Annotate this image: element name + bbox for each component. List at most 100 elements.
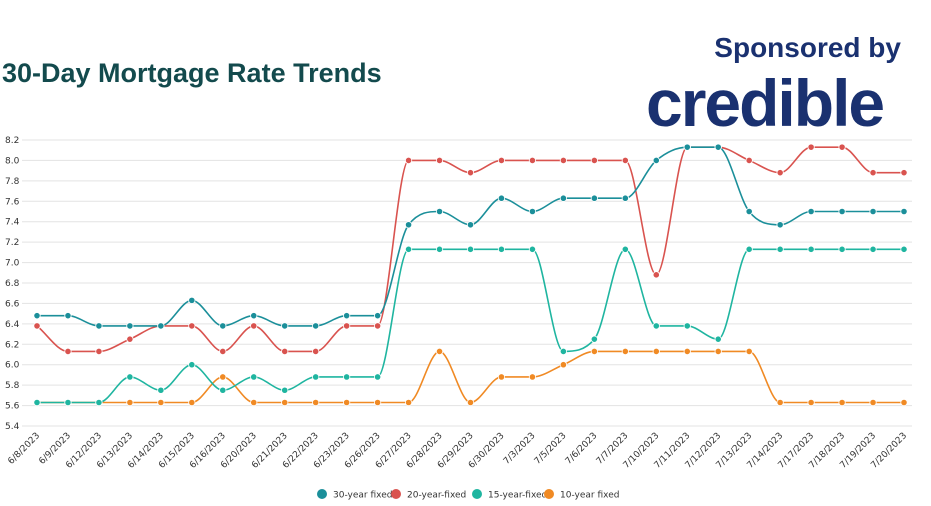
- data-point-20-year-fixed: [869, 169, 877, 177]
- data-point-15-year-fixed: [250, 373, 258, 381]
- data-point-30-year-fixed: [683, 143, 691, 151]
- data-point-30-year-fixed: [95, 322, 103, 330]
- y-tick-label: 7.6: [5, 197, 20, 207]
- data-point-10-year-fixed: [714, 347, 722, 356]
- data-point-20-year-fixed: [621, 156, 629, 165]
- data-point-15-year-fixed: [188, 361, 196, 369]
- data-point-30-year-fixed: [404, 221, 413, 229]
- data-point-10-year-fixed: [435, 347, 444, 356]
- data-point-15-year-fixed: [683, 322, 691, 330]
- data-point-20-year-fixed: [807, 143, 815, 151]
- data-point-15-year-fixed: [435, 245, 444, 253]
- data-point-10-year-fixed: [745, 347, 753, 356]
- legend-marker-10-year-fixed: [544, 489, 554, 499]
- legend: 30-year fixed 20-year-fixed 15-year-fixed 1…: [317, 489, 619, 501]
- data-point-30-year-fixed: [869, 207, 877, 216]
- data-point-10-year-fixed: [219, 373, 227, 381]
- data-point-15-year-fixed: [157, 386, 165, 394]
- data-point-10-year-fixed: [497, 373, 506, 381]
- x-tick-label: 7/3/2023: [502, 431, 538, 467]
- data-point-30-year-fixed: [219, 322, 227, 330]
- data-point-15-year-fixed: [745, 245, 753, 253]
- legend-marker-30-year-fixed: [317, 489, 327, 499]
- data-point-10-year-fixed: [621, 347, 629, 356]
- data-point-15-year-fixed: [559, 347, 567, 356]
- data-point-20-year-fixed: [281, 347, 289, 356]
- data-point-15-year-fixed: [312, 373, 320, 381]
- y-tick-label: 6.4: [5, 320, 20, 330]
- data-point-15-year-fixed: [281, 386, 289, 394]
- sponsor-label: Sponsored by: [714, 32, 901, 63]
- data-point-30-year-fixed: [250, 312, 258, 320]
- data-point-10-year-fixed: [528, 373, 537, 381]
- data-point-15-year-fixed: [374, 373, 382, 381]
- data-point-10-year-fixed: [374, 398, 382, 407]
- y-tick-label: 8.0: [5, 156, 20, 166]
- data-point-30-year-fixed: [126, 322, 134, 330]
- data-point-15-year-fixed: [64, 398, 72, 407]
- data-point-15-year-fixed: [343, 373, 351, 381]
- y-tick-label: 6.8: [5, 279, 20, 289]
- data-point-15-year-fixed: [869, 245, 877, 253]
- data-point-20-year-fixed: [219, 347, 227, 356]
- legend-label-20-year-fixed: 20-year-fixed: [407, 491, 466, 501]
- data-point-30-year-fixed: [559, 194, 567, 202]
- data-point-15-year-fixed: [776, 245, 784, 253]
- data-point-15-year-fixed: [219, 386, 227, 394]
- data-point-10-year-fixed: [404, 398, 413, 407]
- data-point-30-year-fixed: [621, 194, 629, 202]
- data-point-15-year-fixed: [652, 322, 660, 330]
- data-point-30-year-fixed: [435, 207, 444, 216]
- data-point-15-year-fixed: [95, 398, 103, 407]
- data-point-10-year-fixed: [683, 347, 691, 356]
- data-point-30-year-fixed: [590, 194, 598, 202]
- x-tick-label: 7/5/2023: [533, 431, 569, 467]
- data-point-10-year-fixed: [250, 398, 258, 407]
- y-axis-ticks: 5.4 5.6 5.8 6.0 6.2 6.4 6.6 6.8 7.0 7.2 7.4 7.6 7.8 8…: [5, 136, 20, 432]
- legend-marker-15-year-fixed: [472, 489, 482, 499]
- data-point-15-year-fixed: [33, 398, 41, 407]
- y-tick-label: 6.0: [5, 361, 20, 371]
- data-point-30-year-fixed: [714, 143, 722, 151]
- data-point-10-year-fixed: [776, 398, 784, 407]
- data-point-30-year-fixed: [497, 194, 506, 202]
- data-point-20-year-fixed: [900, 169, 908, 177]
- data-point-20-year-fixed: [95, 347, 103, 356]
- gridlines: [22, 139, 912, 427]
- y-tick-label: 7.2: [5, 238, 19, 248]
- data-point-10-year-fixed: [900, 398, 908, 407]
- y-tick-label: 8.2: [5, 136, 19, 146]
- data-point-20-year-fixed: [126, 335, 134, 343]
- data-point-20-year-fixed: [435, 156, 444, 165]
- y-tick-label: 5.8: [5, 381, 20, 391]
- data-point-30-year-fixed: [281, 322, 289, 330]
- legend-label-10-year-fixed: 10-year fixed: [560, 491, 619, 501]
- data-point-20-year-fixed: [404, 156, 413, 165]
- legend-label-30-year-fixed: 30-year fixed: [333, 491, 392, 501]
- data-point-20-year-fixed: [374, 322, 382, 330]
- data-point-20-year-fixed: [559, 156, 567, 165]
- chart-title: 30-Day Mortgage Rate Trends: [2, 58, 382, 88]
- data-point-15-year-fixed: [528, 245, 537, 253]
- data-point-30-year-fixed: [745, 207, 753, 216]
- data-point-20-year-fixed: [64, 347, 72, 356]
- y-tick-label: 6.6: [5, 299, 20, 309]
- data-point-10-year-fixed: [312, 398, 320, 407]
- data-point-30-year-fixed: [188, 296, 196, 304]
- y-tick-label: 5.4: [5, 422, 20, 432]
- data-point-30-year-fixed: [466, 221, 475, 229]
- data-point-30-year-fixed: [807, 207, 815, 216]
- data-point-30-year-fixed: [838, 207, 846, 216]
- data-point-30-year-fixed: [652, 156, 660, 165]
- data-point-30-year-fixed: [64, 312, 72, 320]
- data-point-20-year-fixed: [590, 156, 598, 165]
- data-point-30-year-fixed: [900, 207, 908, 216]
- data-point-10-year-fixed: [590, 347, 598, 356]
- y-tick-label: 6.2: [5, 340, 19, 350]
- data-point-15-year-fixed: [404, 245, 413, 253]
- data-point-20-year-fixed: [497, 156, 506, 165]
- data-point-20-year-fixed: [466, 169, 475, 177]
- data-point-10-year-fixed: [466, 398, 475, 407]
- series-line-10-year-fixed: [36, 350, 904, 404]
- data-point-20-year-fixed: [33, 322, 41, 330]
